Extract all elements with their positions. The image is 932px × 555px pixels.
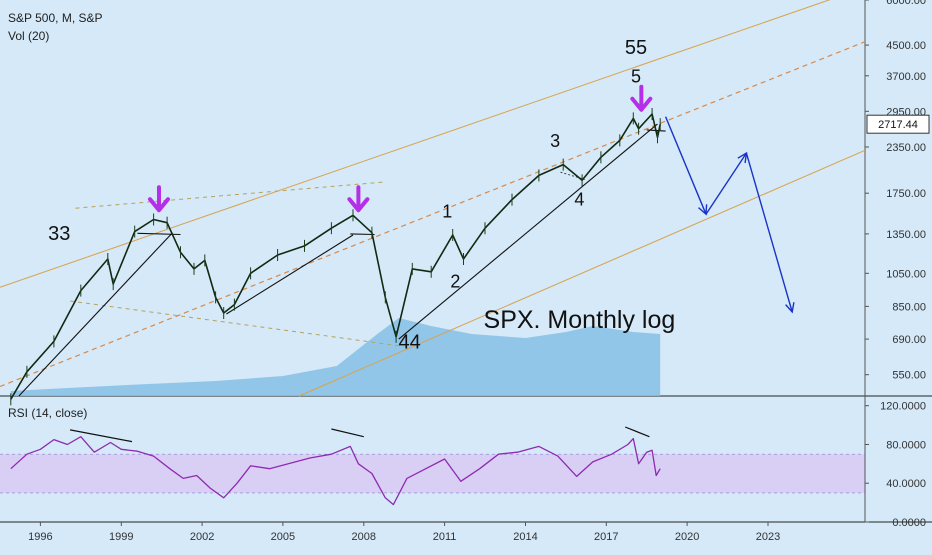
projection-arrowhead-1: [698, 204, 708, 216]
rsi-label: RSI (14, close): [8, 406, 88, 420]
time-tick-label: 2020: [675, 531, 699, 543]
time-tick-label: 1996: [28, 531, 52, 543]
wave-label: 33: [48, 223, 70, 245]
wave-label: 55: [625, 37, 647, 59]
rsi-tick-label: 120.0000: [880, 401, 926, 413]
breakdown-line-2000: [137, 232, 181, 236]
price-tick-label: 2350.00: [886, 142, 926, 154]
rsi-tick-label: 0.0000: [892, 517, 926, 529]
projection-arrowhead-2: [737, 151, 748, 164]
symbol-line: S&P 500, M, S&P: [8, 11, 103, 25]
rsi-divergence-2007: [331, 428, 364, 438]
time-tick-label: 2005: [271, 531, 295, 543]
upper-channel-line: [0, 0, 831, 288]
price-tick-label: 550.00: [892, 370, 926, 382]
trendline-2010s: [398, 123, 658, 340]
breakdown-line-2008: [350, 233, 375, 236]
price-tick-label: 1750.00: [886, 188, 926, 200]
wave-label: 2: [450, 271, 460, 291]
upper-resistance-line: [75, 181, 386, 209]
rsi-line: [10, 436, 661, 506]
current-price-value: 2717.44: [878, 119, 918, 131]
wave-label: 3: [550, 131, 560, 151]
time-tick-label: 2017: [594, 531, 618, 543]
mid-channel-line: [0, 41, 866, 388]
lower-channel-line: [298, 149, 866, 397]
wave-label: 44: [398, 332, 420, 354]
chart-title: SPX. Monthly log: [484, 306, 676, 334]
trendline-1990s: [18, 232, 173, 397]
wave-label: 4: [574, 189, 584, 209]
rsi-tick-label: 80.0000: [886, 440, 926, 452]
current-price-badge: [866, 114, 930, 134]
top-marker-2007: [347, 197, 370, 213]
price-tick-label: 690.00: [892, 334, 926, 346]
volume-label: Vol (20): [8, 29, 50, 43]
time-tick-label: 2002: [190, 531, 214, 543]
price-tick-label: 1050.00: [886, 268, 926, 280]
time-tick-label: 2014: [513, 531, 537, 543]
price-tick-label: 1350.00: [886, 229, 926, 241]
projection-down-1: [664, 116, 707, 215]
volume-area: [10, 318, 661, 396]
price-tick-label: 3700.00: [886, 71, 926, 83]
wave-label: 1: [442, 201, 452, 221]
projection-up: [705, 152, 747, 215]
time-tick-label: 2008: [352, 531, 376, 543]
rsi-tick-label: 40.0000: [886, 478, 926, 490]
time-tick-label: 2011: [433, 531, 457, 543]
time-tick-label: 2023: [756, 531, 780, 543]
trendline-2000s: [226, 234, 354, 315]
price-tick-label: 4500.00: [886, 40, 926, 52]
rsi-divergence-1999: [69, 429, 133, 443]
rsi-band: [0, 454, 865, 493]
price-tick-label: 850.00: [892, 301, 926, 313]
top-marker-2018: [630, 96, 653, 112]
rsi-divergence-2018: [624, 426, 650, 438]
projection-arrowhead-3: [785, 302, 795, 314]
price-tick-label: 6000.00: [886, 0, 926, 7]
time-tick-label: 1999: [109, 531, 133, 543]
projection-down-2: [745, 152, 793, 313]
top-marker-2000: [147, 197, 170, 213]
wave-label: 5: [631, 66, 641, 86]
